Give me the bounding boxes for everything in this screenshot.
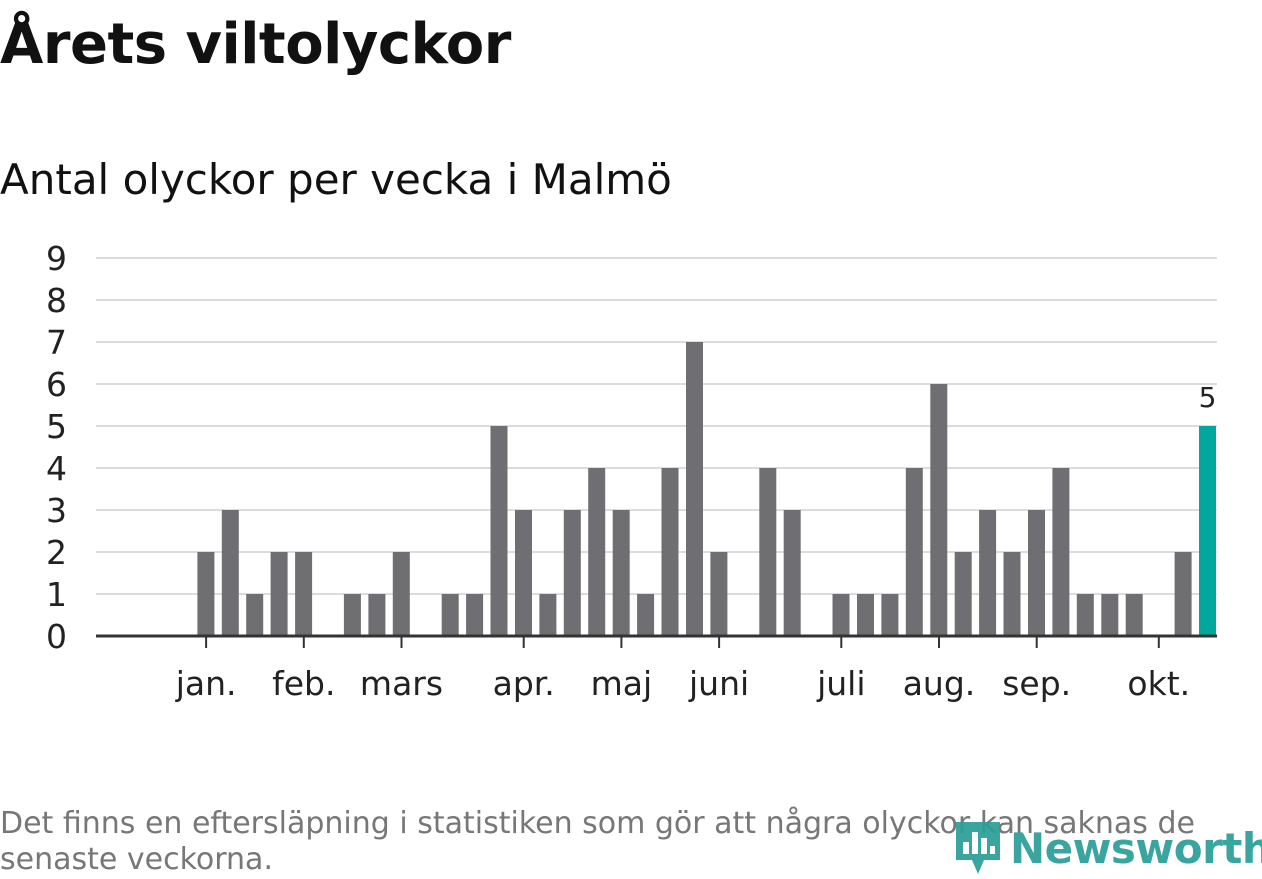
bar	[563, 510, 581, 636]
x-tick-label: aug.	[903, 664, 976, 703]
bar	[368, 594, 386, 636]
bar	[1174, 552, 1192, 636]
y-tick-label: 1	[46, 575, 67, 614]
logo-text: Newsworthy	[1010, 823, 1262, 873]
bar	[905, 468, 923, 636]
bar	[588, 468, 606, 636]
bar	[881, 594, 899, 636]
x-tick-label: maj	[591, 664, 653, 703]
bar	[686, 342, 703, 636]
bar	[490, 426, 508, 636]
data-labels: 5	[1199, 381, 1217, 414]
x-tick-label: sep.	[1002, 664, 1071, 703]
bar	[1003, 552, 1021, 636]
y-tick-label: 8	[46, 281, 67, 320]
x-tick-label: juni	[688, 664, 749, 703]
bar	[930, 384, 948, 636]
bar	[539, 594, 557, 636]
y-tick-label: 3	[46, 491, 67, 530]
bar	[392, 552, 410, 636]
bar	[295, 552, 313, 636]
gridlines	[96, 257, 1217, 595]
bar	[246, 594, 264, 636]
bar	[612, 510, 630, 636]
bar	[710, 552, 728, 636]
bar	[954, 552, 972, 636]
bar	[270, 552, 288, 636]
bar	[466, 594, 484, 636]
bar-chart-pin-icon	[956, 822, 1000, 874]
y-tick-label: 2	[46, 533, 67, 572]
bar	[515, 510, 532, 636]
bar	[1125, 594, 1143, 636]
y-tick-label: 9	[46, 239, 67, 278]
y-tick-label: 5	[46, 407, 67, 446]
chart-title: Årets viltolyckor	[0, 12, 511, 77]
bar	[661, 468, 679, 636]
x-tick-label: feb.	[272, 664, 335, 703]
y-tick-label: 6	[46, 365, 67, 404]
bar-highlight	[1199, 426, 1216, 636]
bar	[1052, 468, 1070, 636]
y-tick-label: 0	[46, 617, 67, 656]
bars	[197, 342, 1216, 636]
x-tick-label: apr.	[493, 664, 555, 703]
bar	[1076, 594, 1094, 636]
bar	[1028, 510, 1045, 636]
x-tick-label: jan.	[175, 664, 237, 703]
bar	[1101, 594, 1119, 636]
bar	[221, 510, 239, 636]
bar	[979, 510, 997, 636]
y-tick-label: 4	[46, 449, 67, 488]
x-tick-label: mars	[360, 664, 443, 703]
bar	[343, 594, 361, 636]
bar	[832, 594, 850, 636]
x-tick-label: juli	[816, 664, 865, 703]
bar	[441, 594, 459, 636]
y-tick-label: 7	[46, 323, 67, 362]
chart-subtitle: Antal olyckor per vecka i Malmö	[0, 155, 672, 204]
bar	[637, 594, 655, 636]
bar	[783, 510, 801, 636]
highlight-value-label: 5	[1199, 381, 1217, 414]
bar	[197, 552, 215, 636]
x-tick-label: okt.	[1127, 664, 1190, 703]
bar	[857, 594, 874, 636]
bar	[759, 468, 777, 636]
newsworthy-logo: Newsworthy	[952, 818, 1262, 878]
x-axis: jan. feb. mars apr. maj juni juli aug. sep. okt.	[96, 634, 1217, 703]
